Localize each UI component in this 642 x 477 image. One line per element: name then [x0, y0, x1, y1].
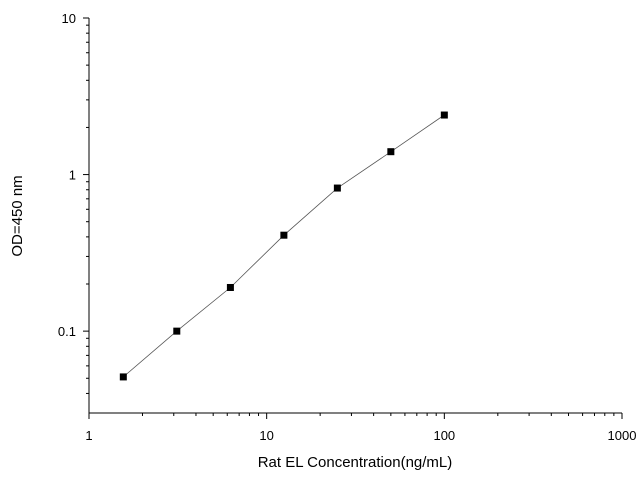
- tick-labels: 1 10 100 1000 0.1 1 10: [58, 11, 637, 443]
- y-axis-title: OD=450 nm: [9, 175, 26, 256]
- y-tick-label: 1: [69, 168, 76, 183]
- data-point-marker: [440, 111, 448, 119]
- x-axis-title: Rat EL Concentration(ng/mL): [258, 454, 453, 471]
- data-point-marker: [280, 231, 288, 239]
- y-tick-label: 10: [62, 11, 76, 26]
- axes: [88, 18, 622, 414]
- x-tick-label: 1: [85, 428, 92, 443]
- data-point-marker: [387, 148, 395, 156]
- x-tick-label: 100: [433, 428, 455, 443]
- x-tick-label: 10: [259, 428, 273, 443]
- data-point-marker: [173, 327, 181, 335]
- y-tick-label: 0.1: [58, 324, 76, 339]
- curve-line: [123, 114, 445, 378]
- ticks: [83, 17, 623, 419]
- x-tick-label: 1000: [608, 428, 637, 443]
- data-point-marker: [333, 184, 341, 192]
- data-point-marker: [119, 373, 127, 381]
- data-markers: [119, 111, 448, 381]
- data-point-marker: [226, 283, 234, 291]
